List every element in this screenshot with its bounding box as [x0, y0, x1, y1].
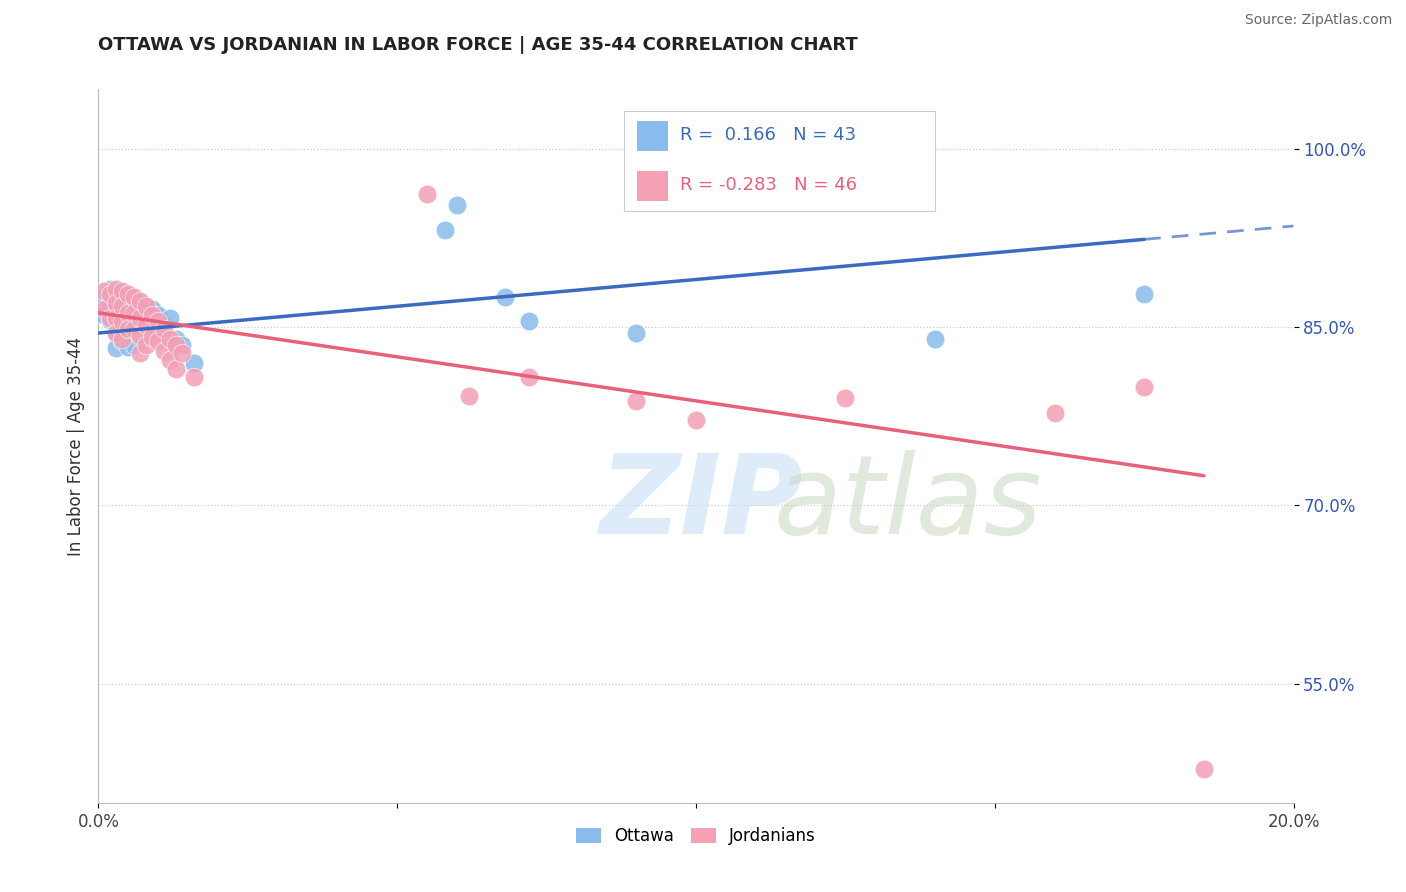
Point: [458, 389, 481, 403]
Point: [148, 334, 170, 349]
Point: [153, 322, 176, 336]
Point: [124, 306, 146, 320]
Text: ZIP: ZIP: [600, 450, 804, 557]
Point: [124, 293, 146, 307]
Point: [148, 308, 170, 322]
Point: [141, 302, 163, 317]
Point: [105, 326, 128, 340]
Point: [129, 293, 152, 308]
Point: [93, 285, 115, 299]
Point: [685, 413, 707, 427]
Point: [172, 346, 194, 360]
Point: [124, 290, 146, 304]
Point: [98, 310, 122, 325]
Point: [924, 332, 946, 346]
Point: [834, 392, 856, 406]
Point: [141, 329, 163, 343]
Point: [141, 322, 163, 336]
Point: [129, 296, 152, 310]
Point: [148, 326, 170, 340]
Point: [626, 393, 648, 408]
Point: [111, 286, 134, 301]
Point: [1192, 763, 1215, 777]
Point: [434, 222, 457, 236]
Point: [517, 370, 540, 384]
Point: [111, 332, 134, 346]
Point: [117, 286, 139, 301]
Point: [105, 296, 128, 310]
Point: [105, 326, 128, 340]
Point: [98, 313, 122, 327]
Text: atlas: atlas: [773, 450, 1042, 557]
Point: [117, 306, 139, 320]
Point: [98, 296, 122, 310]
Point: [165, 338, 187, 352]
Point: [117, 322, 139, 336]
Point: [1133, 286, 1156, 301]
Point: [124, 338, 146, 352]
Point: [172, 338, 194, 352]
Point: [626, 326, 648, 340]
Point: [1043, 406, 1066, 420]
Point: [129, 310, 152, 325]
Point: [111, 285, 134, 299]
Point: [105, 310, 128, 325]
Point: [135, 318, 157, 332]
Text: OTTAWA VS JORDANIAN IN LABOR FORCE | AGE 35-44 CORRELATION CHART: OTTAWA VS JORDANIAN IN LABOR FORCE | AGE…: [98, 36, 858, 54]
Point: [129, 329, 152, 343]
Point: [159, 353, 181, 368]
Point: [159, 310, 181, 325]
Point: [117, 340, 139, 354]
Point: [105, 342, 128, 356]
Point: [111, 318, 134, 332]
Point: [124, 306, 146, 320]
Point: [124, 320, 146, 334]
Point: [494, 290, 516, 304]
Point: [117, 290, 139, 304]
Y-axis label: In Labor Force | Age 35-44: In Labor Force | Age 35-44: [66, 336, 84, 556]
Point: [446, 197, 468, 211]
Point: [183, 356, 205, 370]
Legend: Ottawa, Jordanians: Ottawa, Jordanians: [569, 821, 823, 852]
Point: [111, 302, 134, 317]
Point: [183, 370, 205, 384]
Point: [111, 299, 134, 313]
Point: [129, 310, 152, 325]
Point: [117, 308, 139, 322]
Point: [98, 282, 122, 296]
Point: [141, 308, 163, 322]
Point: [165, 361, 187, 376]
Text: Source: ZipAtlas.com: Source: ZipAtlas.com: [1244, 13, 1392, 28]
Point: [153, 318, 176, 332]
Point: [165, 332, 187, 346]
Point: [93, 302, 115, 317]
Point: [117, 322, 139, 336]
Point: [148, 314, 170, 328]
Point: [135, 318, 157, 332]
Point: [124, 322, 146, 336]
Point: [105, 293, 128, 308]
Point: [111, 334, 134, 349]
Point: [1133, 379, 1156, 393]
Point: [129, 346, 152, 360]
Point: [135, 338, 157, 352]
Point: [153, 343, 176, 358]
Point: [135, 299, 157, 313]
Point: [159, 332, 181, 346]
Point: [105, 285, 128, 299]
Point: [111, 314, 134, 328]
Point: [517, 314, 540, 328]
Point: [135, 299, 157, 313]
Point: [129, 328, 152, 343]
Point: [93, 290, 115, 304]
Point: [93, 308, 115, 322]
Point: [98, 286, 122, 301]
Point: [105, 282, 128, 296]
Point: [416, 186, 439, 201]
Point: [105, 310, 128, 325]
